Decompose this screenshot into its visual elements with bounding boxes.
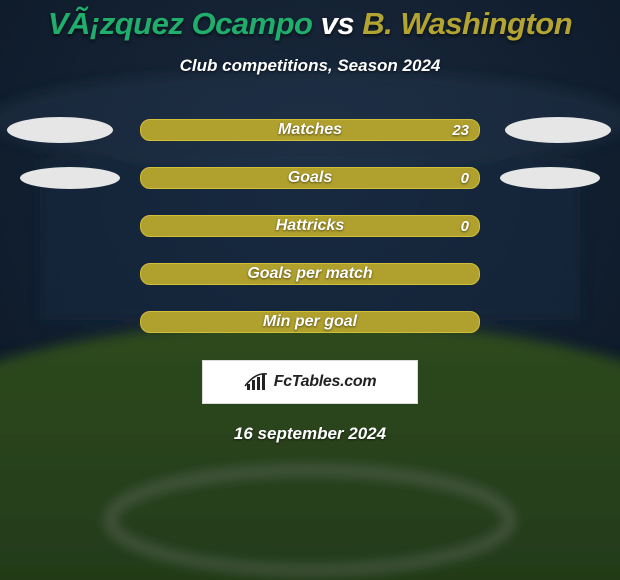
title-vs: vs (321, 6, 363, 41)
title-player-left: VÃ¡zquez Ocampo (48, 6, 313, 41)
stat-label: Goals (288, 169, 332, 187)
stat-row: Goals 0 (0, 166, 620, 190)
stat-value: 0 (461, 170, 469, 187)
stat-bar: Min per goal (140, 311, 480, 333)
stat-bar: Goals per match (140, 263, 480, 285)
left-ellipse (7, 117, 113, 143)
stat-value: 0 (461, 218, 469, 235)
stat-label: Min per goal (263, 313, 357, 331)
subtitle: Club competitions, Season 2024 (0, 56, 620, 76)
right-ellipse (505, 117, 611, 143)
stat-bar: Goals 0 (140, 167, 480, 189)
title-player-right: B. Washington (362, 6, 572, 41)
stat-value: 23 (452, 122, 469, 139)
stat-label: Hattricks (276, 217, 344, 235)
stat-row: Matches 23 (0, 118, 620, 142)
stat-row: Hattricks 0 (0, 214, 620, 238)
right-ellipse (500, 167, 600, 189)
stat-row: Goals per match (0, 262, 620, 286)
stat-label: Matches (278, 121, 342, 139)
stat-label: Goals per match (247, 265, 372, 283)
fctables-logo: FcTables.com (202, 360, 418, 404)
stat-bar: Hattricks 0 (140, 215, 480, 237)
stat-rows: Matches 23 Goals 0 Hattricks 0 Goals per match… (0, 118, 620, 334)
bar-chart-icon (244, 372, 268, 392)
left-ellipse (20, 167, 120, 189)
page-title: VÃ¡zquez Ocampo vs B. Washington (0, 6, 620, 42)
stat-bar: Matches 23 (140, 119, 480, 141)
stat-row: Min per goal (0, 310, 620, 334)
logo-text: FcTables.com (274, 373, 377, 391)
date-label: 16 september 2024 (0, 424, 620, 444)
